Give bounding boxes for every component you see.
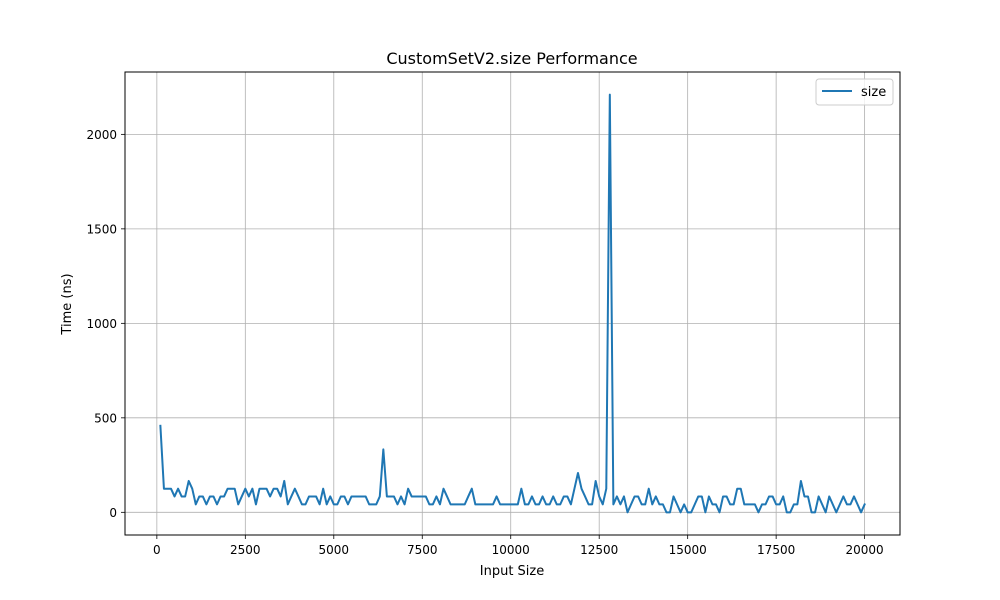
chart-title: CustomSetV2.size Performance: [386, 49, 637, 68]
y-axis-label: Time (ns): [60, 273, 75, 335]
y-tick-label: 2000: [86, 128, 117, 142]
y-tick-label: 0: [109, 506, 117, 520]
x-tick-label: 7500: [407, 543, 438, 557]
series-line-size: [159, 93, 866, 514]
x-tick-label: 15000: [669, 543, 707, 557]
y-tick-label: 500: [94, 411, 117, 425]
y-tick-label: 1000: [86, 317, 117, 331]
x-tick-label: 20000: [846, 543, 884, 557]
y-tick-label: 1500: [86, 222, 117, 236]
x-tick-label: 10000: [492, 543, 530, 557]
legend: size: [815, 78, 894, 106]
x-tick-label: 5000: [319, 543, 350, 557]
x-tick-label: 17500: [757, 543, 795, 557]
y-axis-ticks: 0 500 1000 1500 2000: [86, 128, 125, 520]
grid-lines: [125, 72, 900, 535]
legend-box: [815, 78, 894, 106]
x-tick-label: 2500: [230, 543, 261, 557]
plot-area-frame: [124, 71, 901, 536]
x-tick-label: 0: [153, 543, 161, 557]
legend-label-size: size: [861, 85, 886, 100]
x-tick-label: 12500: [580, 543, 618, 557]
x-axis-label: Input Size: [480, 564, 544, 579]
x-axis-ticks: 0 2500 5000 7500 10000 12500 15000 17500 20000: [153, 535, 884, 557]
series-layer: [159, 93, 866, 514]
